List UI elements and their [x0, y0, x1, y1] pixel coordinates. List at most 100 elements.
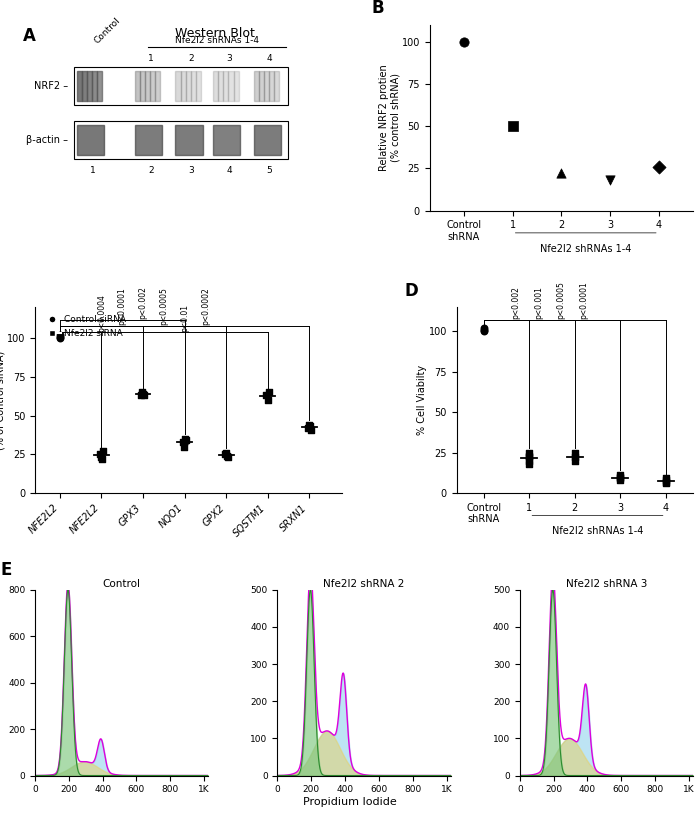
Text: p<0.01: p<0.01: [180, 304, 189, 332]
Bar: [269, 71, 274, 101]
Bar: [228, 71, 234, 101]
Bar: [77, 71, 82, 101]
Bar: [181, 71, 186, 101]
Point: [179, 432, 190, 446]
Bar: [97, 71, 102, 101]
Point: [458, 35, 470, 48]
Point: [138, 387, 149, 400]
Point: [262, 394, 273, 407]
Title: Nfe2l2 shRNA 3: Nfe2l2 shRNA 3: [566, 579, 647, 589]
Point: [139, 389, 150, 402]
Point: [524, 451, 535, 464]
Point: [221, 450, 232, 463]
Text: 2: 2: [188, 54, 194, 64]
Bar: [186, 71, 191, 101]
Bar: [88, 71, 92, 101]
Point: [569, 454, 580, 467]
Text: p<0.0002: p<0.0002: [201, 288, 210, 325]
Point: [615, 469, 626, 482]
Point: [303, 418, 314, 431]
Bar: [191, 71, 196, 101]
Legend: Control siRNA, Nfe2l2 siRNA: Control siRNA, Nfe2l2 siRNA: [39, 312, 130, 342]
Text: p<0.001: p<0.001: [534, 286, 543, 319]
Bar: [253, 71, 259, 101]
Bar: [196, 71, 201, 101]
Point: [97, 452, 108, 465]
Text: p<0.002: p<0.002: [139, 286, 148, 319]
Point: [569, 446, 580, 460]
Text: 2: 2: [148, 166, 154, 175]
Point: [55, 328, 66, 342]
Text: p<0.0005: p<0.0005: [556, 281, 566, 319]
Point: [615, 470, 626, 483]
Bar: [176, 71, 181, 101]
Point: [615, 474, 626, 487]
Bar: [82, 71, 88, 101]
Text: 3: 3: [226, 54, 232, 64]
Point: [263, 386, 274, 399]
Text: Western Blot: Western Blot: [174, 26, 255, 40]
Bar: [135, 125, 162, 155]
Point: [136, 389, 147, 402]
Point: [653, 160, 664, 173]
Point: [478, 325, 489, 338]
Point: [177, 436, 188, 449]
Point: [55, 332, 66, 345]
Text: β-actin –: β-actin –: [27, 135, 69, 145]
Text: 1: 1: [148, 54, 154, 64]
Point: [605, 173, 616, 186]
Text: p<0.0001: p<0.0001: [118, 288, 127, 325]
Bar: [74, 121, 288, 158]
Point: [302, 422, 313, 435]
Point: [524, 446, 535, 460]
Point: [181, 434, 192, 447]
Y-axis label: % Cell Viabilty: % Cell Viabilty: [417, 365, 427, 436]
Title: Control: Control: [103, 579, 141, 589]
Text: Nfe2l2 shRNAs 1-4: Nfe2l2 shRNAs 1-4: [175, 36, 259, 45]
Text: 3: 3: [188, 166, 195, 175]
Bar: [176, 125, 202, 155]
Text: D: D: [405, 282, 419, 299]
Text: A: A: [23, 26, 36, 45]
Point: [304, 420, 315, 433]
Bar: [213, 125, 240, 155]
Text: p<0.0001: p<0.0001: [580, 281, 589, 319]
Point: [260, 389, 272, 402]
Bar: [218, 71, 223, 101]
Text: Nfe2l2 shRNAs 1-4: Nfe2l2 shRNAs 1-4: [552, 526, 643, 536]
Point: [524, 450, 535, 463]
Point: [55, 330, 66, 343]
Point: [137, 386, 148, 399]
Text: 5: 5: [267, 166, 272, 175]
Point: [524, 454, 535, 467]
Bar: [213, 71, 218, 101]
Point: [615, 472, 626, 485]
Text: p<0.0004: p<0.0004: [97, 294, 106, 332]
Bar: [264, 71, 269, 101]
Point: [660, 477, 671, 490]
Bar: [145, 71, 150, 101]
Bar: [234, 71, 239, 101]
Bar: [150, 71, 155, 101]
Point: [97, 445, 108, 458]
Text: Propidium Iodide: Propidium Iodide: [303, 797, 397, 807]
Bar: [92, 71, 97, 101]
Bar: [223, 71, 228, 101]
Point: [220, 446, 231, 460]
Bar: [274, 71, 279, 101]
Point: [222, 450, 233, 464]
Point: [660, 474, 671, 487]
Text: E: E: [1, 560, 12, 578]
Point: [305, 423, 316, 436]
Text: 1: 1: [90, 166, 96, 175]
Point: [660, 472, 671, 485]
Bar: [140, 71, 145, 101]
Y-axis label: Relative mRNA expression
(% of Control siRNA): Relative mRNA expression (% of Control s…: [0, 336, 6, 464]
Y-axis label: Relative NRF2 protien
(% control shRNA): Relative NRF2 protien (% control shRNA): [379, 64, 400, 171]
Text: B: B: [372, 0, 384, 17]
Text: NRF2 –: NRF2 –: [34, 81, 69, 91]
Bar: [155, 71, 160, 101]
Bar: [74, 68, 288, 105]
Point: [478, 323, 489, 337]
Point: [478, 322, 489, 335]
